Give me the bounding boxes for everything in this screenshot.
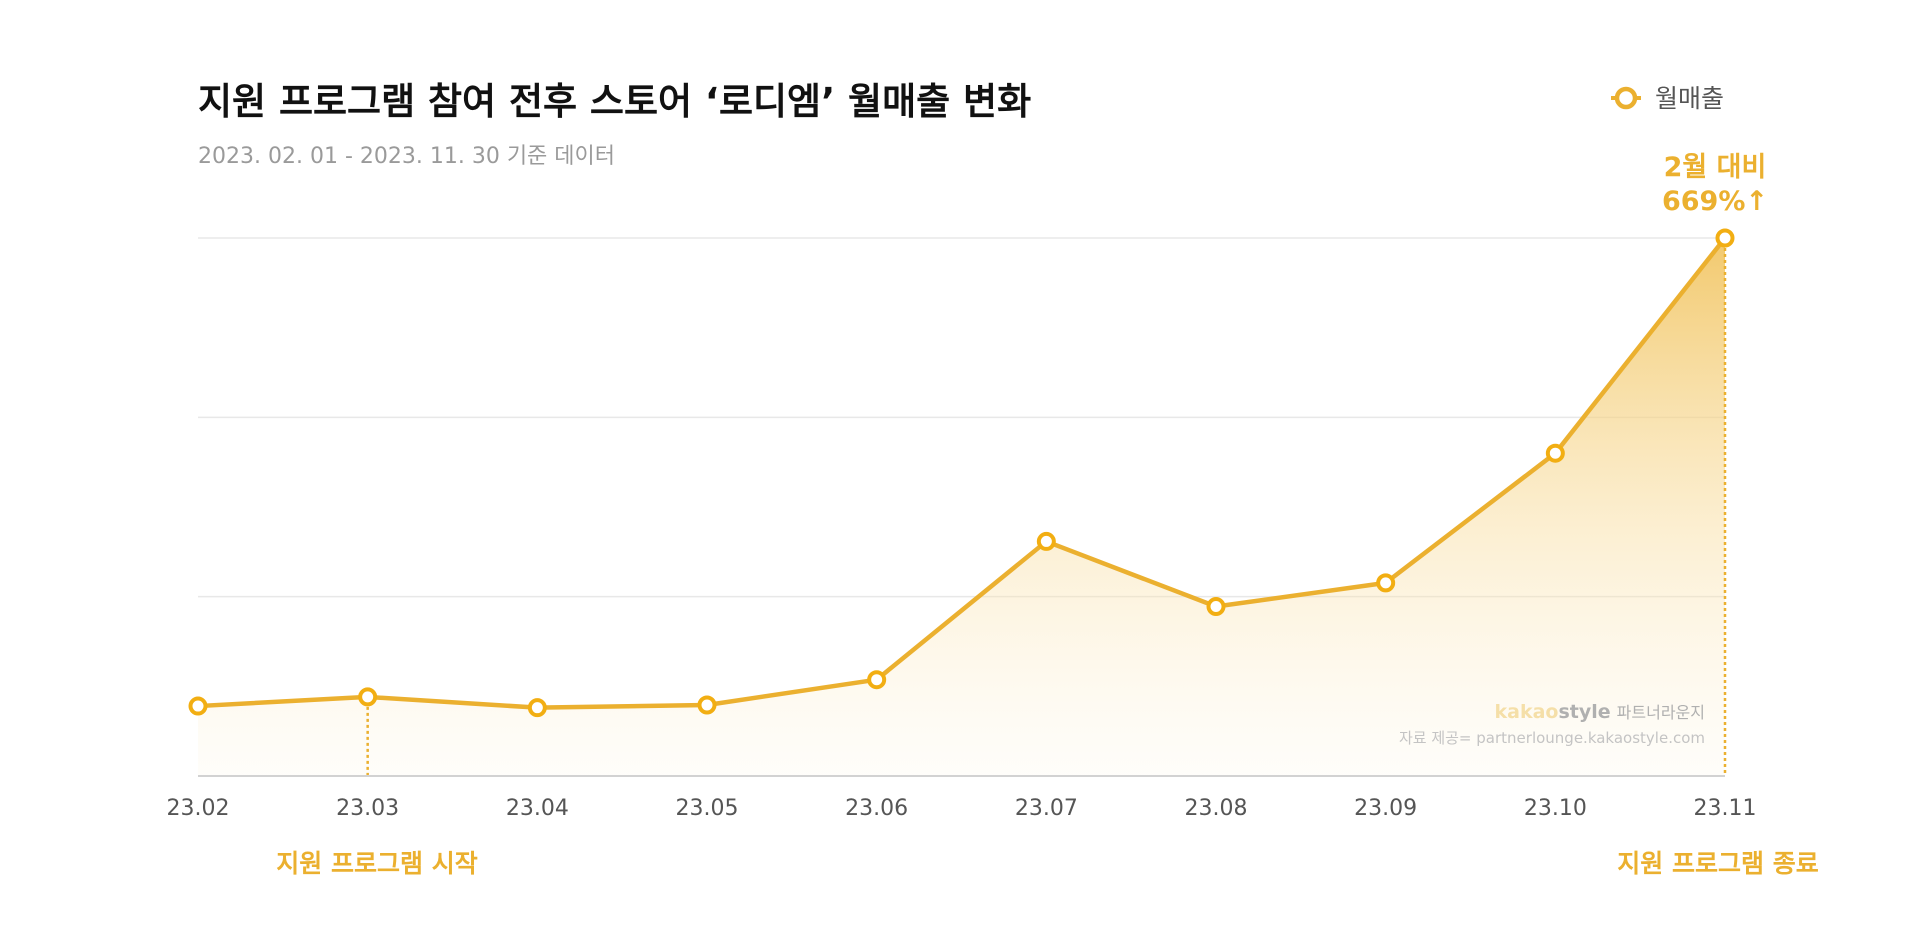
data-point	[1545, 443, 1565, 463]
peak-annotation-line2: 669%↑	[1662, 186, 1768, 217]
data-point	[697, 695, 717, 715]
watermark-brand-suffix: 파트너라운지	[1617, 703, 1705, 722]
x-tick-label: 23.07	[1015, 796, 1078, 821]
x-tick-label: 23.10	[1524, 796, 1587, 821]
data-point	[358, 687, 378, 707]
chart-title: 지원 프로그램 참여 전후 스토어 ‘로디엠’ 월매출 변화	[198, 80, 1031, 123]
x-tick-label: 23.04	[506, 796, 569, 821]
data-point	[188, 696, 208, 716]
x-tick-label: 23.03	[336, 796, 399, 821]
watermark-brand: kakaostyle 파트너라운지	[1495, 701, 1705, 723]
watermark-brand-style: style	[1558, 701, 1610, 723]
data-point	[1206, 597, 1226, 617]
program-start-label: 지원 프로그램 시작	[276, 849, 477, 878]
watermark-source: 자료 제공= partnerlounge.kakaostyle.com	[1399, 729, 1705, 747]
guide-layer	[366, 248, 1727, 776]
legend-label: 월매출	[1655, 84, 1724, 113]
line-layer	[195, 235, 1728, 710]
x-tick-label: 23.06	[845, 796, 908, 821]
data-point	[867, 670, 887, 690]
data-point	[1036, 531, 1056, 551]
chart-subtitle: 2023. 02. 01 - 2023. 11. 30 기준 데이터	[198, 144, 615, 169]
legend-marker-icon	[1614, 86, 1638, 110]
watermark-brand-kakao: kakao	[1495, 701, 1559, 723]
x-tick-label: 23.02	[167, 796, 230, 821]
x-tick-labels: 23.02 23.03 23.04 23.05 23.06 23.07 23.08 23.09…	[167, 796, 1757, 821]
x-tick-label: 23.09	[1354, 796, 1417, 821]
watermark: kakaostyle 파트너라운지 자료 제공= partnerlounge.ka…	[1399, 701, 1705, 747]
legend: 월매출	[1611, 84, 1724, 113]
x-tick-label: 23.08	[1185, 796, 1248, 821]
data-point	[527, 698, 547, 718]
x-tick-label: 23.05	[676, 796, 739, 821]
marker-layer	[188, 228, 1735, 718]
peak-annotation-line1: 2월 대비	[1664, 152, 1767, 183]
x-tick-label: 23.11	[1694, 796, 1757, 821]
series-line	[195, 235, 1728, 710]
data-point	[1376, 573, 1396, 593]
data-point	[1715, 228, 1735, 248]
series-area-fill	[198, 238, 1725, 776]
area-layer	[198, 238, 1725, 776]
program-end-label: 지원 프로그램 종료	[1617, 849, 1818, 878]
